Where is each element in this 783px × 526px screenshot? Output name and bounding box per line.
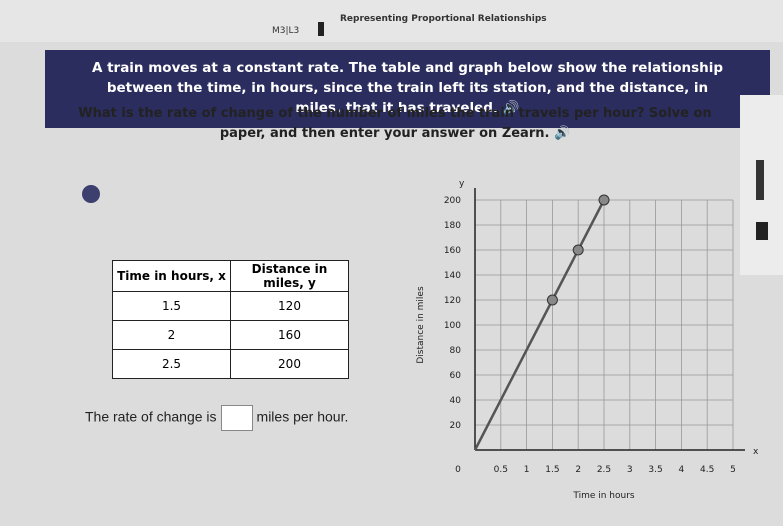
table-cell: 200: [230, 349, 349, 379]
question-text: What is the rate of change of the number…: [78, 106, 712, 141]
problem-banner: A train moves at a constant rate. The ta…: [45, 50, 770, 128]
x-tick-label: 1: [524, 465, 530, 475]
table-cell: 160: [230, 320, 349, 350]
x-tick-label: 5: [730, 465, 736, 475]
x-tick-label: 3.5: [648, 465, 662, 475]
y-tick-label: 180: [444, 221, 461, 231]
info-icon[interactable]: [318, 22, 324, 36]
y-tick-label: 120: [444, 296, 461, 306]
x-tick-label: 0: [455, 465, 461, 475]
y-tick-label: 160: [444, 246, 461, 256]
y-tick-label: 200: [444, 196, 461, 206]
y-axis-label: Distance in miles: [416, 286, 426, 364]
question: What is the rate of change of the number…: [78, 106, 712, 141]
lesson-code: M3|L3: [272, 26, 300, 36]
lesson-title: Representing Proportional Relationships: [340, 14, 547, 24]
table-row: 2 160: [112, 320, 349, 350]
table-cell: 120: [230, 291, 349, 321]
y-axis-name: y: [459, 179, 465, 189]
column-header: Time in hours, x: [112, 260, 231, 292]
x-tick-label: 2: [575, 465, 581, 475]
y-tick-label: 20: [450, 421, 462, 431]
answer-suffix: miles per hour.: [256, 408, 349, 425]
answer-prefix: The rate of change is: [85, 408, 217, 425]
x-tick-label: 0.5: [494, 465, 508, 475]
lesson-header: M3|L3 Representing Proportional Relation…: [0, 0, 783, 42]
side-panel: [740, 95, 783, 275]
x-tick-label: 2.5: [597, 465, 611, 475]
data-table: Time in hours, x Distance in miles, y 1.5 1…: [112, 260, 349, 379]
y-tick-label: 80: [450, 346, 462, 356]
data-point: [598, 194, 610, 206]
x-tick-label: 4.5: [700, 465, 714, 475]
data-point: [546, 294, 558, 306]
data-line: [473, 199, 606, 451]
answer-input[interactable]: [220, 405, 253, 431]
progress-bar: [756, 222, 768, 240]
x-axis-label: Time in hours: [572, 491, 635, 501]
y-tick-label: 140: [444, 271, 461, 281]
table-row: 2.5 200: [112, 349, 349, 379]
x-axis-name: x: [753, 447, 759, 457]
y-tick-label: 100: [444, 321, 461, 331]
y-tick-label: 60: [450, 371, 462, 381]
calculator-button[interactable]: [82, 185, 100, 203]
x-tick-label: 3: [627, 465, 633, 475]
y-tick-label: 40: [450, 396, 462, 406]
x-tick-label: 1.5: [545, 465, 559, 475]
progress-bar: [756, 160, 764, 200]
banner-text: A train moves at a constant rate. The ta…: [91, 60, 724, 116]
data-point: [572, 244, 584, 256]
answer-line: The rate of change is miles per hour.: [85, 405, 348, 431]
x-tick-label: 4: [679, 465, 685, 475]
table-cell: 2: [112, 320, 231, 350]
